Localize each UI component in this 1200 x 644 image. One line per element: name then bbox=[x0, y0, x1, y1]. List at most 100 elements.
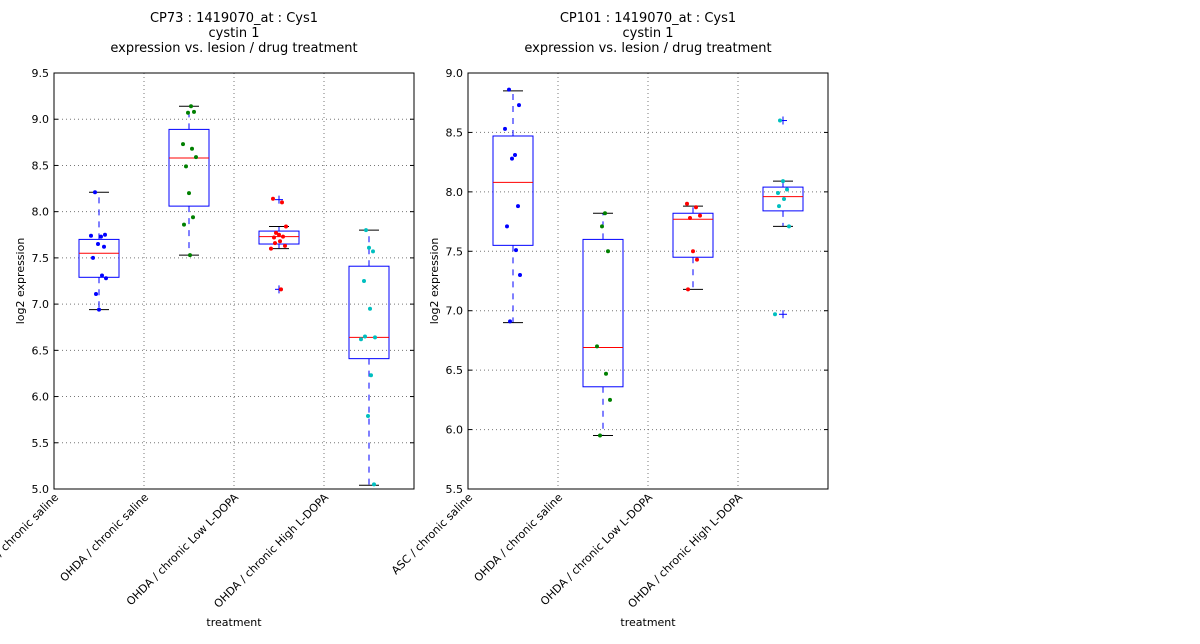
data-point bbox=[776, 191, 780, 196]
data-point bbox=[94, 291, 98, 296]
y-tick-label: 5.0 bbox=[32, 483, 50, 496]
box-iqr bbox=[582, 238, 624, 388]
data-point bbox=[508, 319, 512, 324]
data-point bbox=[685, 201, 689, 206]
data-point bbox=[269, 246, 273, 251]
data-point bbox=[781, 179, 785, 184]
data-point bbox=[778, 118, 782, 123]
box-iqr bbox=[492, 135, 534, 246]
data-point bbox=[782, 196, 786, 201]
chart-title-line: cystin 1 bbox=[623, 26, 674, 41]
box-iqr bbox=[258, 230, 300, 245]
x-tick-label: OHDA / chronic saline bbox=[58, 491, 152, 585]
data-point bbox=[364, 228, 368, 233]
data-point bbox=[191, 215, 195, 220]
data-point bbox=[695, 257, 699, 262]
data-point bbox=[97, 307, 101, 312]
data-point bbox=[600, 224, 604, 229]
data-point bbox=[283, 243, 287, 248]
chart-title-line: CP101 : 1419070_at : Cys1 bbox=[560, 11, 736, 26]
data-point bbox=[281, 234, 285, 239]
data-point bbox=[93, 190, 97, 195]
data-point bbox=[517, 103, 521, 108]
data-point bbox=[688, 216, 692, 221]
box-4 bbox=[348, 228, 390, 487]
data-point bbox=[181, 142, 185, 147]
y-tick-label: 9.5 bbox=[32, 67, 50, 80]
plot-frame bbox=[53, 72, 415, 490]
data-point bbox=[363, 334, 367, 339]
y-tick-label: 6.5 bbox=[446, 364, 464, 377]
box-1 bbox=[492, 87, 534, 324]
data-point bbox=[514, 248, 518, 253]
box-2 bbox=[168, 104, 210, 258]
data-point bbox=[604, 371, 608, 376]
data-point bbox=[773, 312, 777, 317]
chart-title-line: expression vs. lesion / drug treatment bbox=[524, 41, 771, 56]
box-3 bbox=[258, 195, 300, 294]
plot-frame bbox=[467, 72, 829, 490]
data-point bbox=[368, 306, 372, 311]
data-point bbox=[598, 433, 602, 438]
y-tick-label: 9.0 bbox=[446, 67, 464, 80]
data-point bbox=[273, 241, 277, 246]
x-axis-label: treatment bbox=[620, 616, 676, 629]
data-point bbox=[367, 245, 371, 250]
data-point bbox=[284, 224, 288, 229]
data-point bbox=[698, 213, 702, 218]
y-axis-label: log2 expression bbox=[428, 238, 441, 325]
data-point bbox=[271, 196, 275, 201]
data-point bbox=[362, 279, 366, 283]
data-point bbox=[189, 104, 193, 109]
box-iqr bbox=[348, 265, 390, 360]
data-point bbox=[372, 482, 376, 487]
data-point bbox=[373, 335, 377, 340]
data-point bbox=[510, 156, 514, 161]
chart-title-line: expression vs. lesion / drug treatment bbox=[110, 41, 357, 56]
y-tick-label: 5.5 bbox=[32, 437, 50, 450]
y-tick-label: 5.5 bbox=[446, 483, 464, 496]
data-point bbox=[359, 337, 363, 342]
data-point bbox=[89, 233, 93, 238]
box-iqr bbox=[168, 128, 210, 207]
y-tick-label: 6.0 bbox=[446, 424, 464, 437]
data-point bbox=[691, 249, 695, 254]
data-point bbox=[102, 244, 106, 249]
data-point bbox=[194, 155, 198, 160]
data-point bbox=[187, 191, 191, 196]
x-tick-label: ASC / chronic saline bbox=[389, 491, 475, 577]
data-point bbox=[99, 234, 103, 239]
y-tick-label: 6.5 bbox=[32, 344, 50, 357]
data-point bbox=[91, 255, 95, 260]
chart-title-line: cystin 1 bbox=[209, 26, 260, 41]
y-tick-label: 7.0 bbox=[446, 305, 464, 318]
data-point bbox=[188, 253, 192, 258]
data-point bbox=[371, 249, 375, 254]
data-point bbox=[278, 239, 282, 244]
data-point bbox=[190, 146, 194, 151]
y-tick-label: 8.5 bbox=[32, 159, 50, 172]
chart-title-line: CP73 : 1419070_at : Cys1 bbox=[150, 11, 318, 26]
box-iqr bbox=[78, 238, 120, 278]
y-tick-label: 8.0 bbox=[32, 206, 50, 219]
y-tick-label: 9.0 bbox=[32, 113, 50, 126]
data-point bbox=[787, 224, 791, 229]
data-point bbox=[272, 235, 276, 240]
y-tick-label: 7.5 bbox=[446, 245, 464, 258]
data-point bbox=[182, 222, 186, 227]
y-tick-label: 7.0 bbox=[32, 298, 50, 311]
x-tick-label: OHDA / chronic saline bbox=[472, 491, 566, 585]
box-2 bbox=[582, 211, 624, 438]
data-point bbox=[516, 204, 520, 209]
data-point bbox=[103, 232, 107, 237]
data-point bbox=[595, 344, 599, 349]
data-point bbox=[279, 287, 283, 292]
data-point bbox=[513, 153, 517, 158]
data-point bbox=[507, 87, 511, 92]
data-point bbox=[608, 397, 612, 402]
box-3 bbox=[672, 201, 714, 292]
data-point bbox=[186, 110, 190, 115]
